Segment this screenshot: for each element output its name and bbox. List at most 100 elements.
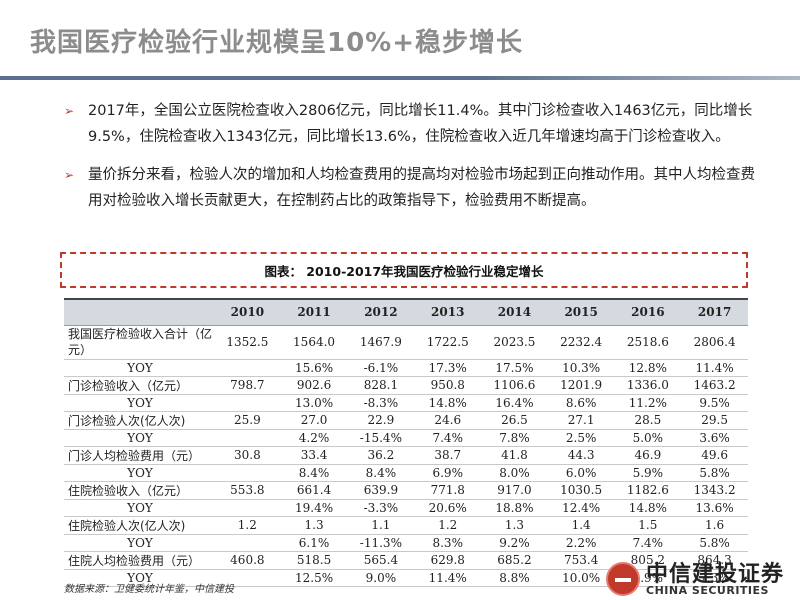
table-row: 住院检验收入（亿元） 553.8 661.4 639.9 771.8 917.0 1030.…	[64, 481, 748, 500]
table-cell: 12.5%	[280, 569, 348, 587]
table-cell	[214, 569, 281, 587]
header-cell-year: 2015	[547, 298, 615, 326]
table-cell: 7.4%	[414, 429, 482, 447]
header-cell-year: 2013	[414, 298, 482, 326]
table-cell: 2.2%	[547, 534, 615, 552]
company-logo: 中信建投证券 CHINA SECURITIES	[606, 556, 796, 600]
table-cell: 13.6%	[681, 499, 748, 517]
table-row: 门诊检验收入（亿元） 798.7 902.6 828.1 950.8 1106.6 1201…	[64, 376, 748, 395]
row-label: 住院人均检验费用（元）	[64, 551, 214, 570]
table-cell: 2.5%	[547, 429, 615, 447]
table-cell: 902.6	[280, 376, 348, 395]
table-cell: 1.3	[280, 516, 348, 535]
table-row: 门诊检验人次(亿人次) 25.9 27.0 22.9 24.6 26.5 27.1 28.5 2…	[64, 411, 748, 430]
table-cell: 1463.2	[681, 376, 748, 395]
table-cell: 6.9%	[414, 464, 482, 482]
table-cell: 5.8%	[681, 534, 748, 552]
table-cell	[214, 464, 281, 482]
table-cell: 5.0%	[614, 429, 682, 447]
table-cell: 685.2	[481, 551, 548, 570]
table-cell: 2023.5	[481, 325, 548, 360]
bullet-text: 2017年，全国公立医院检查收入2806亿元，同比增长11.4%。其中门诊检查收…	[88, 103, 753, 145]
page-title: 我国医疗检验行业规模呈10%+稳步增长	[30, 28, 524, 58]
table-cell	[214, 429, 281, 447]
table-cell: 1201.9	[547, 376, 615, 395]
logo-chinese-name: 中信建投证券	[646, 562, 785, 587]
row-label: 门诊人均检验费用（元）	[64, 446, 214, 465]
table-row: 我国医疗检验收入合计（亿元） 1352.5 1564.0 1467.9 1722.5 20…	[64, 325, 748, 360]
table-cell: 798.7	[214, 376, 281, 395]
table-cell: 1.2	[414, 516, 482, 535]
table-caption: 图表： 2010-2017年我国医疗检验行业稳定增长	[264, 263, 544, 279]
table-cell: -11.3%	[347, 534, 415, 552]
table-cell: 18.8%	[481, 499, 548, 517]
table-cell: 24.6	[414, 411, 482, 430]
table-cell: 1106.6	[481, 376, 548, 395]
table-cell: 29.5	[681, 411, 748, 430]
header-cell-year: 2016	[614, 298, 682, 326]
table-cell	[214, 394, 281, 412]
bullet-item: ➢ 2017年，全国公立医院检查收入2806亿元，同比增长11.4%。其中门诊检…	[64, 98, 764, 150]
table-cell: 25.9	[214, 411, 281, 430]
table-cell: 565.4	[347, 551, 415, 570]
table-cell: -3.3%	[347, 499, 415, 517]
table-cell: 661.4	[280, 481, 348, 500]
row-label: YOY	[64, 464, 214, 482]
table-cell: 518.5	[280, 551, 348, 570]
table-cell	[214, 359, 281, 377]
table-cell: 28.5	[614, 411, 682, 430]
table-cell: 864.3	[681, 551, 748, 570]
table-cell: 17.3%	[414, 359, 482, 377]
table-cell: 14.8%	[414, 394, 482, 412]
table-cell	[214, 499, 281, 517]
table-cell: -6.1%	[347, 359, 415, 377]
table-cell: 629.8	[414, 551, 482, 570]
table-cell: 41.8	[481, 446, 548, 465]
table-cell: 7.3%	[681, 569, 748, 587]
row-label: YOY	[64, 359, 214, 377]
table-cell: 16.4%	[481, 394, 548, 412]
table-cell: 10.0%	[547, 569, 615, 587]
header-cell-year: 2012	[347, 298, 415, 326]
table-cell: 1.5	[614, 516, 682, 535]
table-cell: 30.8	[214, 446, 281, 465]
header-cell-year: 2014	[481, 298, 548, 326]
table-cell: 1722.5	[414, 325, 482, 360]
table-cell: 12.4%	[547, 499, 615, 517]
table-cell: 14.8%	[614, 499, 682, 517]
table-cell: 19.4%	[280, 499, 348, 517]
row-label: YOY	[64, 394, 214, 412]
header-cell-label	[64, 298, 214, 326]
table-cell: 639.9	[347, 481, 415, 500]
bullet-text: 量价拆分来看，检验人次的增加和人均检查费用的提高均对检验市场起到正向推动作用。其…	[88, 167, 755, 209]
arrow-bullet-icon: ➢	[64, 104, 75, 118]
table-cell: 8.4%	[347, 464, 415, 482]
row-label: YOY	[64, 534, 214, 552]
title-divider	[0, 76, 800, 80]
table-row: 门诊人均检验费用（元） 30.8 33.4 36.2 38.7 41.8 44.3 46.9 4…	[64, 446, 748, 465]
table-cell: 3.6%	[681, 429, 748, 447]
arrow-bullet-icon: ➢	[64, 168, 75, 182]
table-cell: 12.8%	[614, 359, 682, 377]
row-label: 门诊检验收入（亿元）	[64, 376, 214, 395]
table-cell: 15.6%	[280, 359, 348, 377]
row-label: 门诊检验人次(亿人次)	[64, 411, 214, 430]
table-cell: 7.8%	[481, 429, 548, 447]
table-cell: 22.9	[347, 411, 415, 430]
table-cell: 1.4	[547, 516, 615, 535]
data-table: 2010 2011 2012 2013 2014 2015 2016 2017 我国医疗检验收…	[64, 298, 748, 587]
table-cell: 2518.6	[614, 325, 682, 360]
table-cell: 1467.9	[347, 325, 415, 360]
table-cell: 6.0%	[547, 464, 615, 482]
table-cell: 11.4%	[681, 359, 748, 377]
table-cell: 27.1	[547, 411, 615, 430]
table-cell: 771.8	[414, 481, 482, 500]
table-cell: 8.8%	[481, 569, 548, 587]
table-cell: 11.4%	[414, 569, 482, 587]
table-cell: 460.8	[214, 551, 281, 570]
table-cell: 44.3	[547, 446, 615, 465]
header-cell-year: 2017	[681, 298, 748, 326]
table-cell: 10.3%	[547, 359, 615, 377]
table-cell: 36.2	[347, 446, 415, 465]
table-cell: 4.2%	[280, 429, 348, 447]
